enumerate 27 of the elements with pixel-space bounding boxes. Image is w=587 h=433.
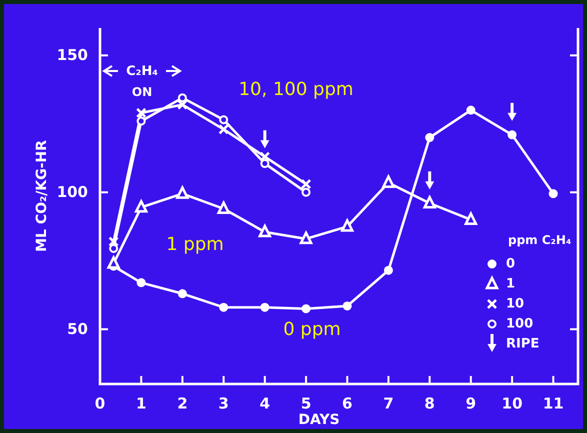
x-tick-label: 7 [383,394,394,413]
annotation: 10, 100 ppm [238,78,354,100]
y-tick-label: 150 [56,46,88,64]
x-tick-label: 5 [300,394,312,413]
y-axis-title: ML CO₂/KG-HR [34,140,50,252]
legend-title: ppm C₂H₄ [508,233,572,247]
annotation: C₂H₄ ON [126,64,158,99]
legend-label: 10 [506,296,524,312]
legend-label: 1 [506,276,516,292]
x-tick-label: 9 [466,394,476,413]
annotation: 1 ppm [166,234,224,255]
x-tick-label: 4 [260,394,270,413]
x-tick-label: 1 [136,394,146,413]
legend-label: 0 [506,256,516,272]
x-tick-label: 0 [94,394,106,413]
x-axis-title: DAYS [298,412,340,428]
legend-label: RIPE [506,336,540,352]
x-tick-label: 11 [542,394,564,413]
x-tick-label: 10 [502,394,523,413]
legend-label: 100 [506,316,534,332]
x-tick-label: 3 [218,394,229,413]
x-tick-label: 8 [424,394,435,413]
y-tick-label: 50 [67,320,88,338]
x-tick-label: 6 [342,394,352,413]
y-tick-label: 100 [56,183,88,202]
x-tick-label: 2 [177,394,188,413]
annotation: 0 ppm [283,318,341,340]
